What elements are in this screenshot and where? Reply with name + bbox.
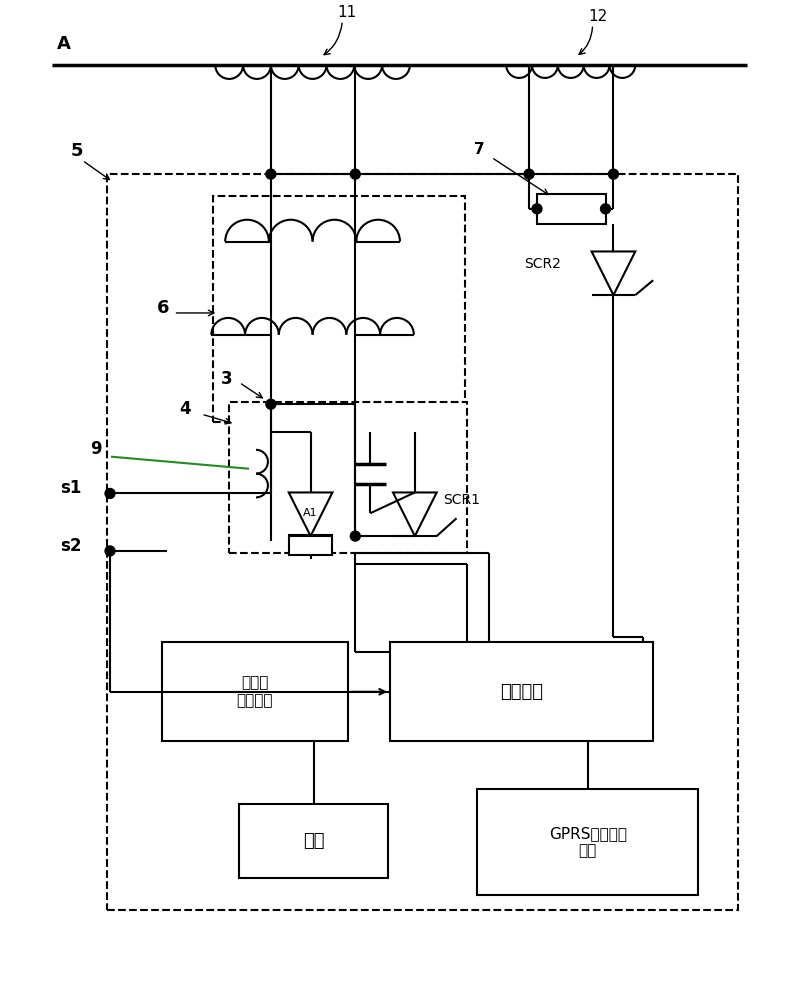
- Bar: [162, 642, 348, 741]
- Text: 11: 11: [338, 5, 357, 20]
- Text: A1: A1: [303, 508, 317, 518]
- Bar: [390, 642, 653, 741]
- Text: 3: 3: [221, 370, 233, 388]
- Text: SCR1: SCR1: [443, 493, 480, 507]
- Text: 6: 6: [157, 299, 169, 317]
- Circle shape: [105, 546, 115, 556]
- Circle shape: [608, 169, 619, 179]
- Text: 电源: 电源: [303, 832, 324, 850]
- Bar: [213, 196, 465, 422]
- Text: 5: 5: [70, 142, 83, 160]
- Circle shape: [350, 169, 361, 179]
- Text: 12: 12: [589, 9, 608, 24]
- Bar: [229, 402, 467, 553]
- Text: 4: 4: [180, 400, 191, 418]
- Text: SCR2: SCR2: [524, 257, 561, 271]
- Text: 7: 7: [474, 142, 485, 157]
- Circle shape: [350, 531, 361, 541]
- Text: s1: s1: [61, 479, 82, 497]
- Circle shape: [266, 169, 276, 179]
- Text: 显示与
输入单元: 显示与 输入单元: [237, 676, 273, 708]
- Text: 控制装置: 控制装置: [500, 683, 543, 701]
- Text: s2: s2: [61, 537, 82, 555]
- Text: 9: 9: [90, 440, 102, 458]
- Circle shape: [600, 204, 611, 214]
- Text: GPRS远程发送
模块: GPRS远程发送 模块: [548, 826, 626, 858]
- Text: A: A: [58, 35, 71, 53]
- Circle shape: [105, 488, 115, 498]
- Circle shape: [532, 204, 542, 214]
- Circle shape: [266, 399, 276, 409]
- Bar: [107, 174, 738, 910]
- Bar: [289, 535, 332, 555]
- Bar: [239, 804, 388, 878]
- Circle shape: [524, 169, 534, 179]
- Bar: [537, 194, 605, 224]
- Bar: [477, 789, 697, 895]
